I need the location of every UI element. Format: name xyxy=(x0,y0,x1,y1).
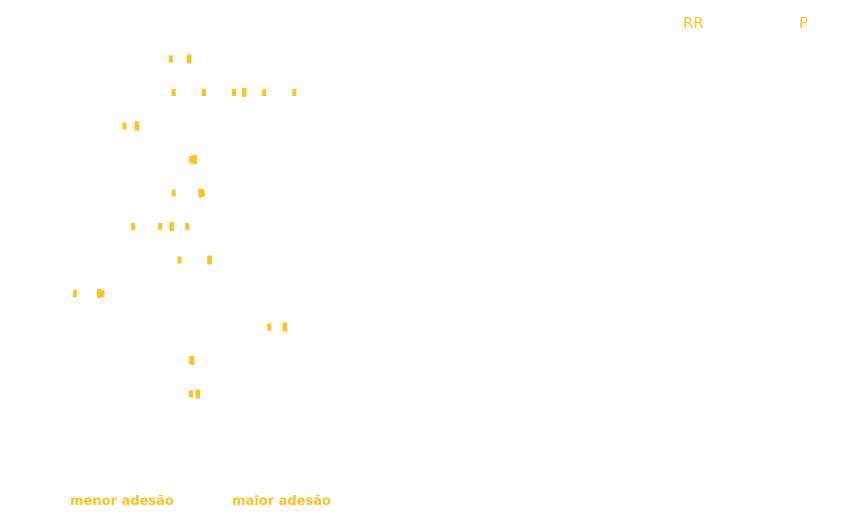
forest-row-4 xyxy=(189,155,198,164)
forest-row-6 xyxy=(131,222,190,231)
ci-segment xyxy=(189,156,194,163)
forest-row-2 xyxy=(171,88,297,97)
ci-segment xyxy=(177,256,182,264)
point-estimate xyxy=(198,188,203,198)
ci-segment xyxy=(168,55,173,63)
point-estimate xyxy=(189,356,195,365)
point-estimate xyxy=(282,322,288,332)
point-estimate xyxy=(207,255,212,265)
point-estimate xyxy=(195,389,200,399)
ci-segment xyxy=(100,290,105,297)
forest-row-11 xyxy=(189,389,200,399)
forest-row-10 xyxy=(189,356,195,365)
ci-segment xyxy=(262,89,267,96)
forest-row-5 xyxy=(171,188,205,198)
p-column-header: P xyxy=(799,14,809,32)
ci-segment xyxy=(73,290,78,297)
point-estimate xyxy=(186,54,192,64)
ci-segment xyxy=(232,89,236,96)
ci-segment xyxy=(171,189,176,197)
ci-segment xyxy=(267,323,272,331)
higher-adherence-label: maior adesão xyxy=(232,494,331,509)
point-estimate xyxy=(192,155,198,164)
ci-segment xyxy=(122,122,127,130)
lower-adherence-label: menor adesão xyxy=(70,494,174,509)
point-estimate xyxy=(169,222,174,231)
ci-segment xyxy=(131,223,136,230)
ci-segment xyxy=(171,89,176,96)
point-estimate xyxy=(241,88,247,97)
forest-row-9 xyxy=(267,322,288,332)
ci-segment xyxy=(292,89,297,96)
rr-column-header: RR xyxy=(683,14,704,32)
point-estimate xyxy=(97,289,102,298)
forest-row-3 xyxy=(122,121,140,131)
ci-segment xyxy=(201,89,206,96)
ci-segment xyxy=(185,223,190,230)
point-estimate xyxy=(134,121,140,131)
ci-segment xyxy=(189,390,194,398)
forest-row-1 xyxy=(168,54,192,64)
ci-segment xyxy=(158,223,163,230)
forest-row-7 xyxy=(177,255,212,265)
forest-row-8 xyxy=(73,289,105,298)
